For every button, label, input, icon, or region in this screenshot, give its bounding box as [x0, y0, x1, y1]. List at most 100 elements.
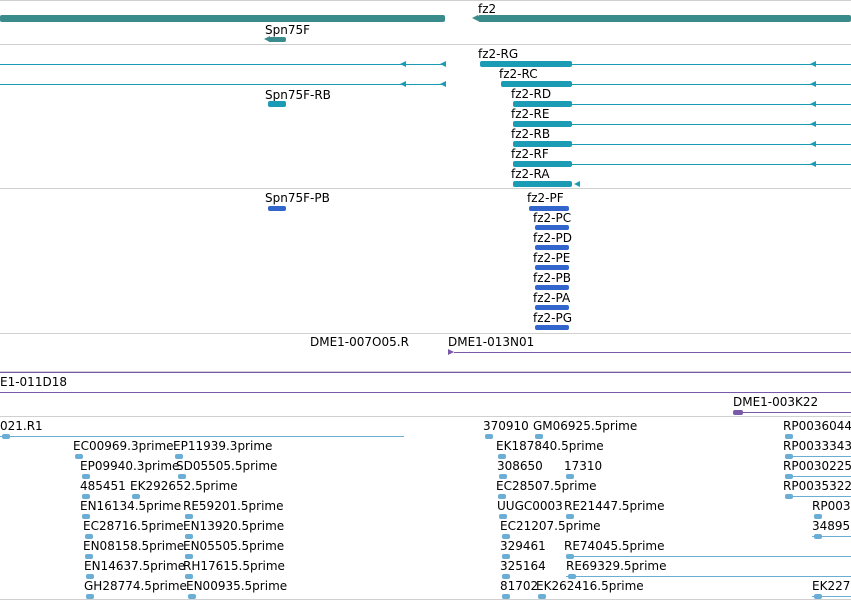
est-feature[interactable] — [814, 514, 822, 519]
est-feature[interactable] — [85, 554, 93, 559]
est-label[interactable]: EK292652.5prime — [130, 479, 238, 493]
clone-line[interactable] — [0, 372, 851, 373]
est-feature[interactable] — [538, 594, 546, 599]
est-feature[interactable] — [185, 574, 193, 579]
est-line[interactable] — [790, 476, 851, 477]
est-label[interactable]: 81702 — [500, 579, 539, 593]
est-label[interactable]: RH17615.5prime — [183, 559, 285, 573]
est-label[interactable]: EP09940.3prime — [80, 459, 180, 473]
est-label[interactable]: EK262416.5prime — [536, 579, 644, 593]
est-feature[interactable] — [82, 494, 90, 499]
est-label[interactable]: EK227 — [812, 579, 851, 593]
est-feature[interactable] — [178, 474, 186, 479]
est-feature[interactable] — [86, 594, 94, 599]
est-label[interactable]: EN08158.5prime — [83, 539, 185, 553]
est-feature[interactable] — [75, 454, 83, 459]
transcript-exon[interactable] — [268, 101, 286, 107]
est-label[interactable]: 485451 — [80, 479, 126, 493]
transcript-exon[interactable] — [513, 161, 572, 167]
transcript-label[interactable]: fz2-RA — [511, 167, 550, 181]
est-label[interactable]: GH28774.5prime — [84, 579, 187, 593]
transcript-intron-line[interactable] — [572, 124, 851, 125]
protein-feature[interactable] — [535, 245, 569, 250]
est-feature[interactable] — [85, 534, 93, 539]
est-label[interactable]: RE21447.5prime — [564, 499, 665, 513]
est-line[interactable] — [566, 576, 851, 577]
est-label[interactable]: EC28507.5prime — [496, 479, 597, 493]
transcript-exon[interactable] — [513, 181, 572, 187]
protein-feature[interactable] — [535, 265, 569, 270]
est-feature[interactable] — [185, 534, 193, 539]
est-label[interactable]: RE74045.5prime — [564, 539, 665, 553]
est-label[interactable]: GM06925.5prime — [533, 419, 638, 433]
est-label[interactable]: EN16134.5prime — [80, 499, 182, 513]
gene-label[interactable]: fz2 — [478, 2, 497, 16]
est-feature[interactable] — [175, 454, 183, 459]
est-feature[interactable] — [499, 474, 507, 479]
est-label[interactable]: SD05505.5prime — [176, 459, 278, 473]
est-label[interactable]: EC28716.5prime — [83, 519, 184, 533]
est-line[interactable] — [790, 496, 851, 497]
gene-feature[interactable] — [0, 15, 445, 22]
est-label[interactable]: RP0033343 — [783, 439, 851, 453]
protein-label[interactable]: fz2-PB — [533, 271, 571, 285]
clone-label[interactable]: DME1-003K22 — [733, 395, 819, 409]
clone-label[interactable]: DME1-013N01 — [448, 335, 535, 349]
protein-feature[interactable] — [535, 325, 569, 330]
protein-feature[interactable] — [535, 305, 569, 310]
est-feature[interactable] — [188, 594, 196, 599]
gene-label[interactable]: Spn75F — [265, 23, 311, 37]
protein-label[interactable]: fz2-PE — [533, 251, 571, 265]
est-label[interactable]: EK187840.5prime — [496, 439, 604, 453]
clone-line[interactable] — [743, 412, 851, 413]
transcript-label[interactable]: fz2-RC — [499, 67, 538, 81]
protein-label[interactable]: fz2-PD — [533, 231, 572, 245]
transcript-label[interactable]: fz2-RB — [511, 127, 551, 141]
est-feature[interactable] — [82, 474, 90, 479]
transcript-label[interactable]: fz2-RE — [511, 107, 550, 121]
est-feature[interactable] — [566, 474, 574, 479]
est-line[interactable] — [812, 536, 851, 537]
est-feature[interactable] — [785, 454, 793, 459]
est-feature[interactable] — [502, 534, 510, 539]
clone-line[interactable] — [454, 352, 851, 353]
protein-feature[interactable] — [529, 206, 569, 211]
est-label[interactable]: 34895 — [812, 519, 851, 533]
protein-label[interactable]: fz2-PF — [527, 191, 564, 205]
est-feature[interactable] — [785, 434, 793, 439]
est-feature[interactable] — [502, 554, 510, 559]
est-line[interactable] — [0, 436, 404, 437]
transcript-label[interactable]: fz2-RD — [511, 87, 552, 101]
est-label[interactable]: EN05505.5prime — [183, 539, 285, 553]
est-feature[interactable] — [502, 574, 510, 579]
est-label[interactable]: RP0030225 — [783, 459, 851, 473]
est-label[interactable]: 329461 — [500, 539, 546, 553]
protein-feature[interactable] — [535, 225, 569, 230]
protein-label[interactable]: fz2-PA — [533, 291, 571, 305]
protein-label[interactable]: fz2-PG — [533, 311, 573, 325]
est-feature[interactable] — [185, 514, 193, 519]
est-label[interactable]: RE69329.5prime — [566, 559, 667, 573]
clone-label[interactable]: E1-011D18 — [0, 375, 67, 389]
est-line[interactable] — [790, 456, 851, 457]
est-label[interactable]: 325164 — [500, 559, 546, 573]
est-line[interactable] — [812, 596, 851, 597]
protein-feature[interactable] — [268, 206, 286, 211]
est-line[interactable] — [566, 556, 851, 557]
transcript-intron-line[interactable] — [572, 164, 851, 165]
transcript-intron-line[interactable] — [572, 104, 851, 105]
est-label[interactable]: RP003 — [812, 499, 851, 513]
transcript-intron-line[interactable] — [0, 64, 445, 65]
est-label[interactable]: EN00935.5prime — [186, 579, 288, 593]
transcript-intron-line[interactable] — [572, 144, 851, 145]
est-feature[interactable] — [498, 454, 506, 459]
transcript-intron-line[interactable] — [0, 84, 445, 85]
est-label[interactable]: 370910 — [483, 419, 529, 433]
transcript-intron-line[interactable] — [572, 84, 851, 85]
transcript-label[interactable]: fz2-RG — [478, 47, 519, 61]
est-feature[interactable] — [485, 434, 493, 439]
transcript-exon[interactable] — [513, 101, 572, 107]
est-feature[interactable] — [185, 554, 193, 559]
transcript-exon[interactable] — [513, 141, 572, 147]
transcript-exon[interactable] — [501, 81, 572, 87]
